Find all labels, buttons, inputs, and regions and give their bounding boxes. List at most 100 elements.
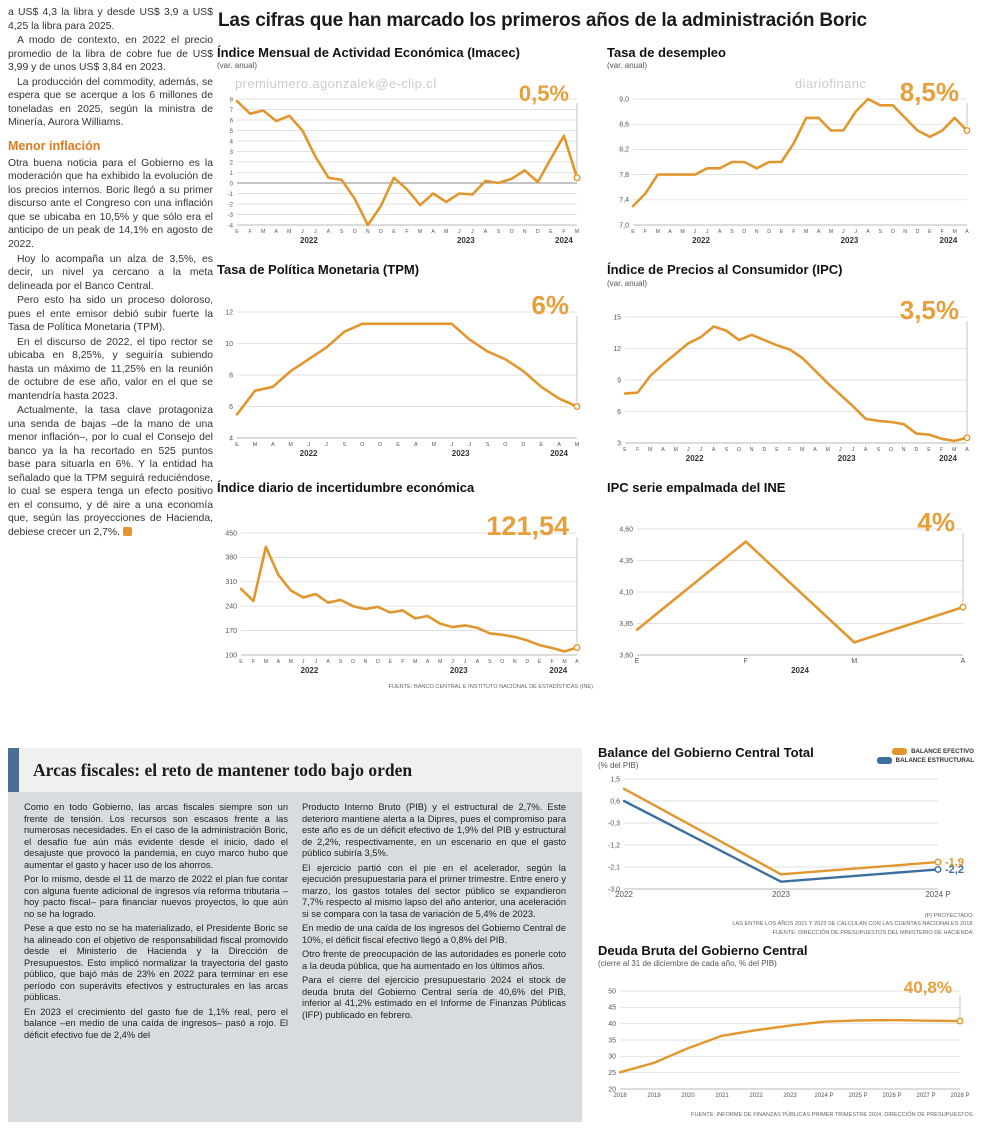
chart-title: Deuda Bruta del Gobierno Central bbox=[598, 942, 808, 958]
svg-text:-2,2: -2,2 bbox=[945, 864, 964, 876]
svg-text:6: 6 bbox=[229, 403, 233, 410]
svg-text:O: O bbox=[889, 447, 893, 453]
svg-text:40: 40 bbox=[608, 1021, 616, 1028]
svg-text:E: E bbox=[235, 442, 239, 448]
svg-text:M: M bbox=[261, 229, 265, 235]
svg-text:2019: 2019 bbox=[647, 1093, 661, 1099]
svg-text:E: E bbox=[927, 447, 931, 453]
svg-text:50: 50 bbox=[608, 988, 616, 995]
svg-text:12: 12 bbox=[225, 309, 233, 316]
svg-text:O: O bbox=[737, 447, 741, 453]
svg-text:A: A bbox=[431, 229, 435, 235]
svg-text:N: N bbox=[364, 659, 368, 665]
svg-text:S: S bbox=[725, 447, 729, 453]
chart-incertidumbre: Índice diario de incertidumbre económica… bbox=[217, 480, 593, 690]
svg-text:O: O bbox=[353, 229, 357, 235]
svg-text:J: J bbox=[687, 447, 690, 453]
svg-text:2022: 2022 bbox=[615, 890, 633, 899]
svg-text:F: F bbox=[636, 447, 639, 453]
article-end-icon bbox=[123, 526, 133, 536]
chart-tpm: Tasa de Política Monetaria (TPM) 12 10 8 6 4… bbox=[217, 262, 593, 470]
svg-text:40,8%: 40,8% bbox=[904, 978, 952, 997]
svg-text:2024: 2024 bbox=[939, 454, 957, 463]
svg-text:2022: 2022 bbox=[686, 454, 704, 463]
svg-text:E: E bbox=[239, 659, 243, 665]
page-title: Las cifras que han marcado los primeros … bbox=[218, 10, 867, 31]
svg-text:A: A bbox=[718, 229, 722, 235]
svg-text:8: 8 bbox=[230, 98, 234, 104]
svg-text:4: 4 bbox=[229, 435, 233, 442]
chart-note: LAS ENTRE LOS AÑOS 2021 Y 2023 SE CALCUL… bbox=[732, 921, 974, 928]
chart-note: (P) PROYECTADO. bbox=[924, 913, 974, 920]
svg-text:3: 3 bbox=[617, 440, 621, 447]
svg-text:D: D bbox=[767, 229, 771, 235]
svg-text:M: M bbox=[264, 659, 268, 665]
chart-plot-ipc-empalmada: 4,60 4,35 4,10 3,85 3,60 E F M A 2024 4% bbox=[607, 501, 983, 683]
chart-balance: Balance del Gobierno Central Total (% de… bbox=[598, 745, 974, 937]
svg-text:15: 15 bbox=[613, 314, 621, 321]
svg-text:N: N bbox=[903, 229, 907, 235]
svg-text:2023: 2023 bbox=[772, 890, 790, 899]
chart-title: Tasa de desempleo bbox=[607, 45, 726, 60]
fiscal-paragraph: El ejercicio partió con el pie en el ace… bbox=[302, 862, 566, 919]
fiscal-column-1: Como en todo Gobierno, las arcas fiscale… bbox=[24, 802, 288, 1044]
svg-text:J: J bbox=[450, 442, 453, 448]
svg-text:O: O bbox=[360, 442, 365, 448]
chart-title: Tasa de Política Monetaria (TPM) bbox=[217, 262, 420, 278]
svg-text:7,0: 7,0 bbox=[619, 223, 629, 230]
fiscal-box: Arcas fiscales: el reto de mantener todo… bbox=[8, 748, 582, 1122]
svg-text:D: D bbox=[525, 659, 529, 665]
svg-text:4: 4 bbox=[230, 140, 234, 146]
svg-text:3: 3 bbox=[230, 150, 234, 156]
svg-text:8,6: 8,6 bbox=[619, 122, 629, 129]
svg-text:A: A bbox=[277, 659, 281, 665]
svg-text:2024: 2024 bbox=[550, 449, 568, 458]
chart-plot-deuda: 50 45 40 35 30 25 20 2018 2019 2020 2021 2022 2023 20… bbox=[598, 969, 974, 1111]
chart-desempleo: Tasa de desempleo (var. anual) 9,0 8,6 8,2… bbox=[607, 45, 983, 253]
svg-text:J: J bbox=[458, 229, 461, 235]
svg-text:121,54: 121,54 bbox=[486, 511, 569, 541]
chart-source: FUENTE: INFORME DE FINANZAS PÚBLICAS PRI… bbox=[691, 1111, 974, 1118]
article-paragraph: a US$ 4,3 la libra y desde US$ 3,9 a US$… bbox=[8, 7, 213, 32]
svg-text:F: F bbox=[792, 229, 795, 235]
svg-text:M: M bbox=[952, 229, 956, 235]
svg-text:450: 450 bbox=[225, 530, 237, 537]
legend-label: BALANCE EFECTIVO bbox=[911, 748, 974, 755]
chart-note: FUENTE: DIRECCIÓN DE PRESUPUESTOS DEL MI… bbox=[772, 929, 974, 936]
svg-text:D: D bbox=[916, 229, 920, 235]
svg-text:J: J bbox=[468, 442, 471, 448]
svg-text:45: 45 bbox=[608, 1005, 616, 1012]
svg-text:D: D bbox=[378, 442, 382, 448]
chart-imacec: Índice Mensual de Actividad Económica (I… bbox=[217, 45, 593, 253]
svg-text:2024: 2024 bbox=[940, 236, 958, 245]
svg-text:-3: -3 bbox=[228, 213, 234, 219]
article-paragraph: La producción del commodity, además, se … bbox=[8, 76, 213, 129]
svg-text:D: D bbox=[379, 229, 383, 235]
svg-text:35: 35 bbox=[608, 1037, 616, 1044]
svg-text:S: S bbox=[730, 229, 734, 235]
chart-title: Índice Mensual de Actividad Económica (I… bbox=[217, 45, 520, 60]
svg-text:M: M bbox=[680, 229, 684, 235]
section-heading-menor-inflacion: Menor inflación bbox=[8, 138, 101, 153]
svg-text:A: A bbox=[668, 229, 672, 235]
svg-text:E: E bbox=[631, 229, 635, 235]
legend-swatch-blue bbox=[876, 757, 892, 764]
svg-text:M: M bbox=[674, 447, 678, 453]
svg-text:F: F bbox=[405, 229, 408, 235]
svg-text:8,2: 8,2 bbox=[619, 147, 629, 154]
svg-text:M: M bbox=[575, 229, 579, 235]
svg-text:J: J bbox=[842, 229, 845, 235]
svg-text:S: S bbox=[879, 229, 883, 235]
chart-subtitle bbox=[217, 279, 593, 283]
svg-text:10: 10 bbox=[225, 340, 233, 347]
svg-text:J: J bbox=[302, 659, 305, 665]
svg-text:2024 P: 2024 P bbox=[925, 890, 950, 899]
svg-text:F: F bbox=[401, 659, 404, 665]
svg-text:M: M bbox=[829, 229, 833, 235]
svg-text:2023: 2023 bbox=[450, 666, 468, 675]
svg-text:N: N bbox=[755, 229, 759, 235]
svg-text:S: S bbox=[339, 659, 343, 665]
svg-text:F: F bbox=[940, 447, 943, 453]
svg-text:2020: 2020 bbox=[681, 1093, 695, 1099]
svg-text:E: E bbox=[780, 229, 784, 235]
